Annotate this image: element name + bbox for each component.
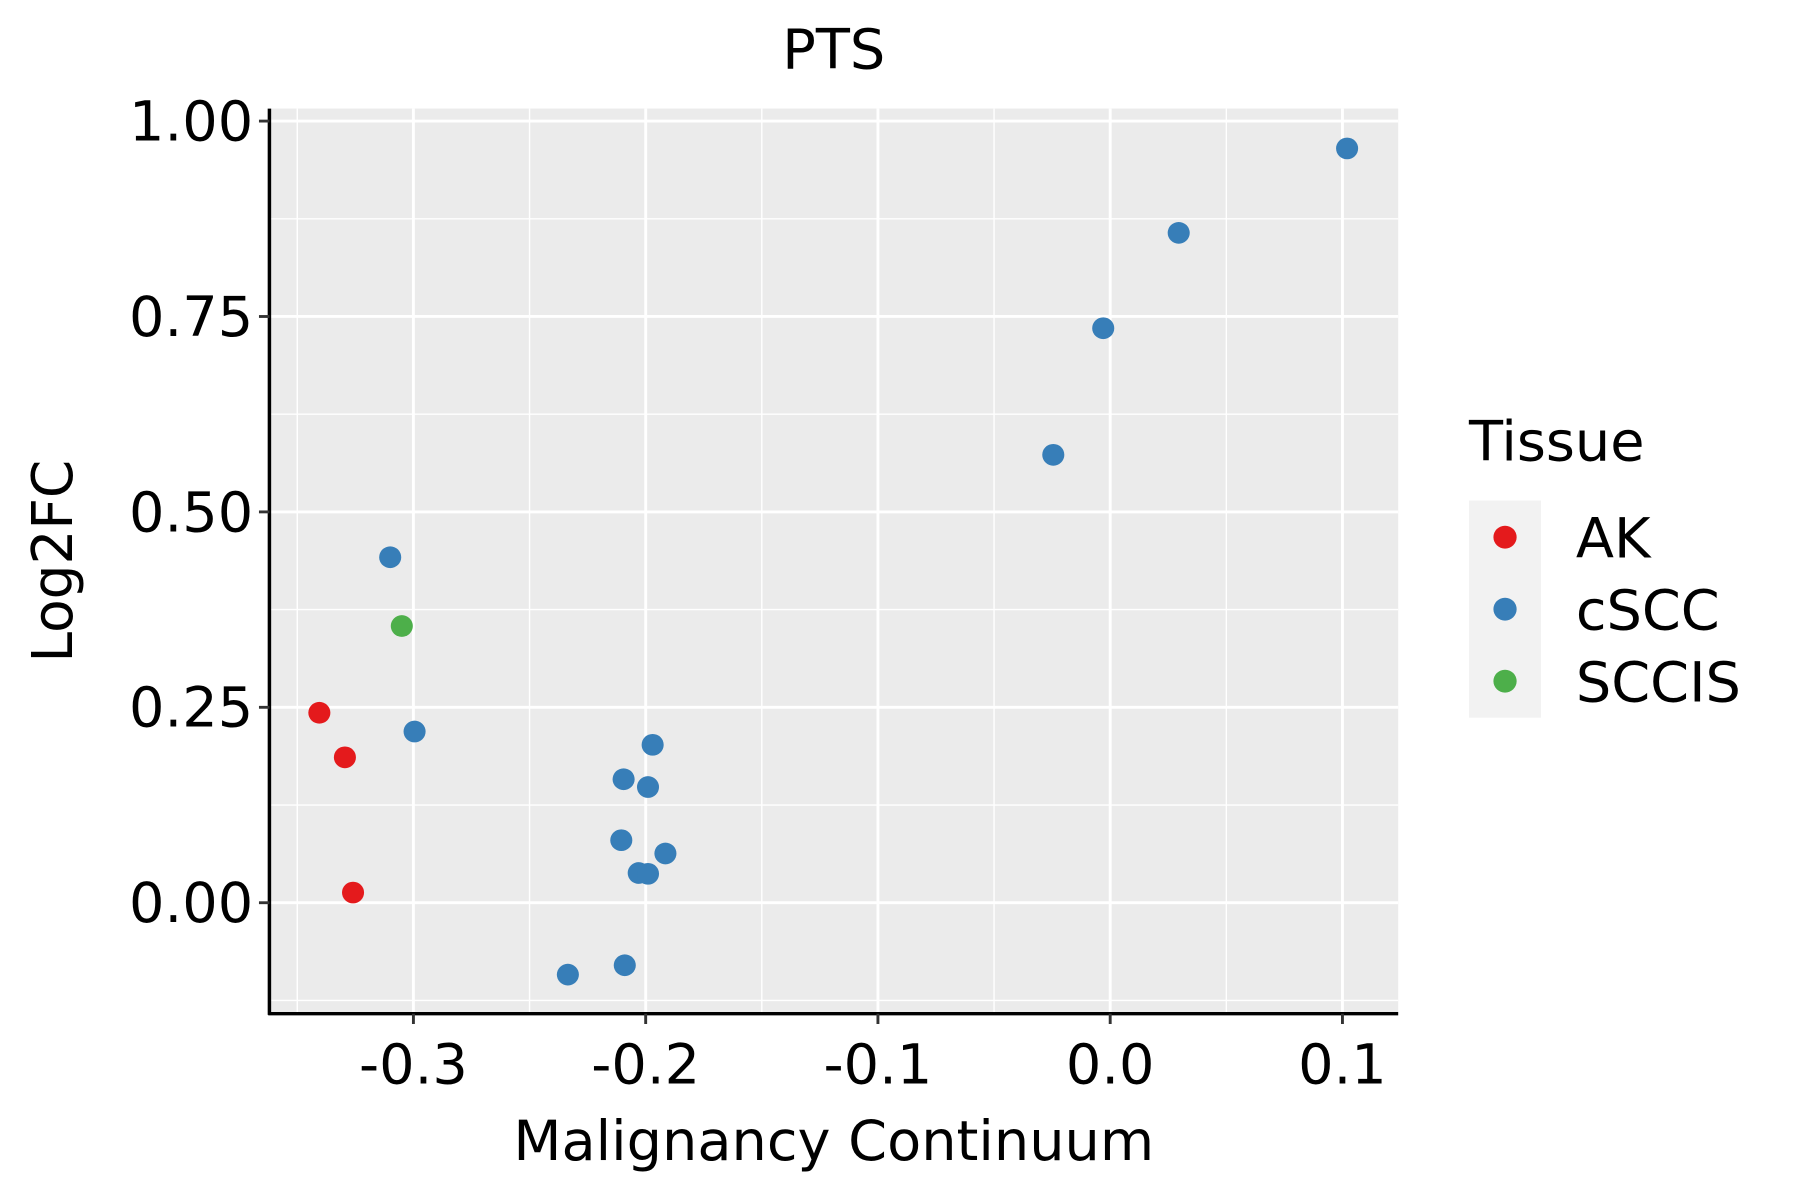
y-tick-label: 1.00 — [129, 91, 253, 154]
y-tick-label: 0.75 — [129, 286, 253, 349]
y-tick-label: 0.00 — [129, 873, 253, 936]
y-ticks: 0.00 0.25 0.50 0.75 1.00 — [129, 91, 270, 936]
plot-panel — [269, 108, 1399, 1014]
data-point-cscc — [379, 546, 402, 569]
x-tick-label: -0.3 — [359, 1034, 468, 1097]
legend-label: AK — [1576, 508, 1652, 571]
data-point-cscc — [612, 768, 635, 791]
data-point-cscc — [613, 954, 636, 977]
data-point-cscc — [556, 963, 579, 986]
y-tick-label: 0.25 — [129, 677, 253, 740]
data-point-cscc — [1092, 317, 1115, 340]
data-point-ak — [308, 701, 331, 724]
legend-key-sccis — [1493, 669, 1517, 693]
legend-key-cscc — [1493, 597, 1517, 621]
data-point-cscc — [636, 862, 660, 885]
data-point-ak — [333, 746, 356, 769]
data-point-cscc — [636, 776, 660, 798]
y-axis-label: Log2FC — [22, 460, 87, 663]
data-point-cscc — [641, 733, 664, 756]
x-tick-label: 0.1 — [1298, 1034, 1387, 1097]
x-tick-label: -0.1 — [824, 1034, 933, 1097]
data-point-cscc — [1042, 443, 1065, 466]
data-point-cscc — [654, 842, 677, 865]
data-point-ak — [342, 881, 365, 904]
y-tick-label: 0.50 — [129, 482, 253, 545]
legend-key-ak — [1493, 525, 1517, 549]
grid-lines — [269, 108, 1460, 1014]
data-points — [308, 137, 1359, 986]
legend-label: SCCIS — [1576, 652, 1741, 715]
data-point-cscc — [1167, 221, 1190, 244]
legend: Tissue AK cSCC SCCIS — [1468, 411, 1741, 718]
data-point-cscc — [403, 720, 426, 743]
legend-title: Tissue — [1468, 411, 1645, 474]
chart-title: PTS — [782, 19, 885, 82]
x-ticks: -0.3 -0.2 -0.1 0.0 0.1 — [359, 1013, 1387, 1097]
x-tick-label: 0.0 — [1066, 1034, 1155, 1097]
data-point-cscc — [610, 829, 633, 852]
x-tick-label: -0.2 — [591, 1034, 700, 1097]
data-point-cscc — [1336, 137, 1359, 160]
x-axis-label: Malignancy Continuum — [513, 1110, 1154, 1173]
legend-label: cSCC — [1576, 580, 1720, 643]
data-point-sccis — [390, 615, 413, 637]
